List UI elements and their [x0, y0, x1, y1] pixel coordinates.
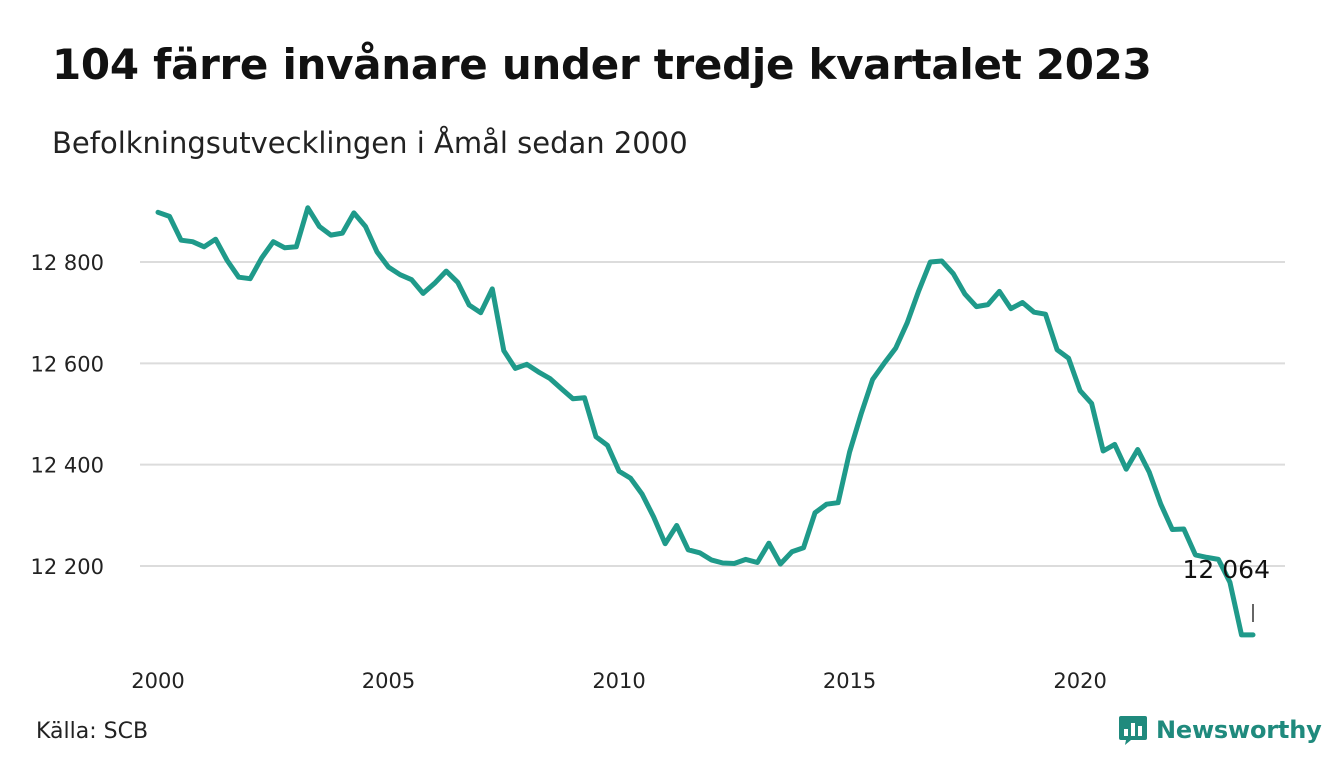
brand-name: Newsworthy: [1156, 716, 1322, 744]
y-tick-label: 12 600: [31, 352, 104, 376]
x-tick-label: 2010: [592, 669, 645, 693]
y-tick-label: 12 200: [31, 555, 104, 579]
x-tick-label: 2005: [362, 669, 415, 693]
x-tick-label: 2000: [131, 669, 184, 693]
brand-logo[interactable]: Newsworthy: [1118, 714, 1322, 746]
source-note: Källa: SCB: [36, 719, 149, 744]
y-tick-label: 12 800: [31, 251, 104, 275]
y-tick-label: 12 400: [31, 454, 104, 478]
annotation-label: 12 064: [1183, 555, 1270, 584]
series-layer: [155, 205, 1256, 638]
annotation-layer: 12 064: [1183, 555, 1270, 622]
grid-lines: [140, 261, 1285, 567]
x-tick-label: 2020: [1053, 669, 1106, 693]
chart-subtitle: Befolkningsutvecklingen i Åmål sedan 200…: [52, 126, 688, 160]
bar-chart-badge-icon: [1119, 716, 1147, 745]
chart-title: 104 färre invånare under tredje kvartale…: [52, 40, 1152, 89]
x-axis-ticks: 2000 2005 2010 2015 2020: [131, 669, 1107, 693]
y-axis-ticks: 12 200 12 400 12 600 12 800: [31, 251, 104, 579]
x-tick-label: 2015: [823, 669, 876, 693]
series-line: [155, 205, 1256, 638]
